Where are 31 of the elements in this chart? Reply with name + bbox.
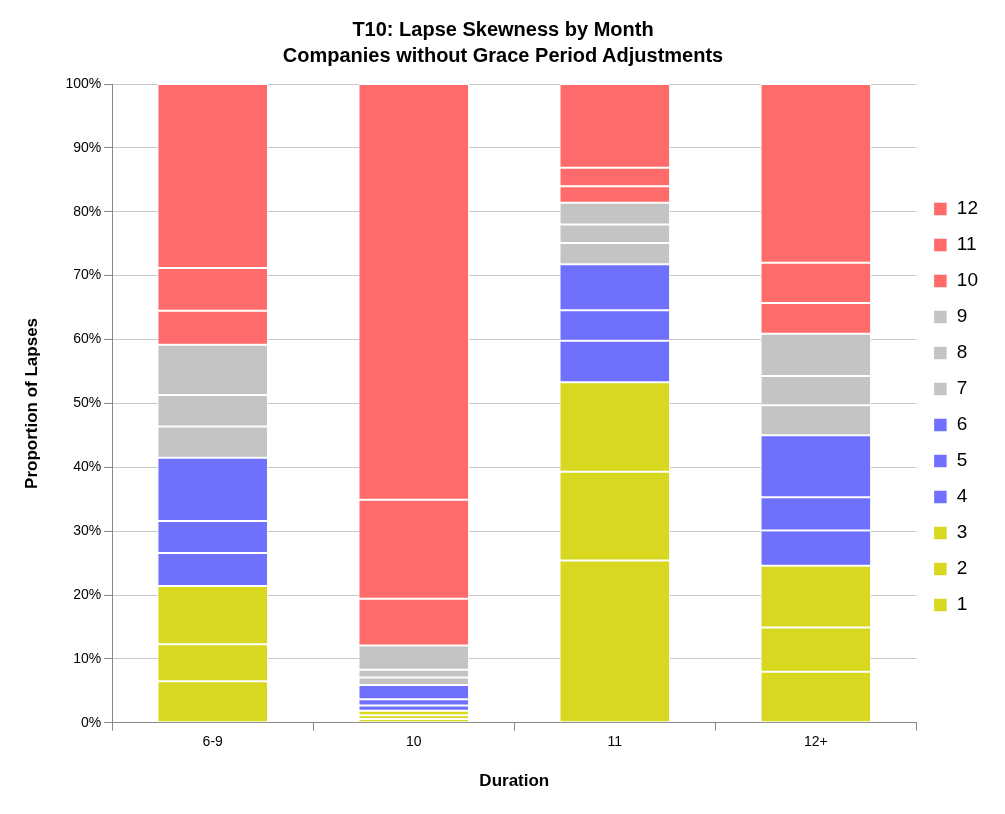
chart-title: T10: Lapse Skewness by Month [352,17,654,40]
x-tick-label: 11 [607,733,623,750]
legend-label: 8 [956,341,968,363]
y-tick-label: 90% [73,138,102,155]
legend-label: 2 [956,557,968,579]
legend-label: 6 [956,413,968,435]
y-tick-label: 40% [73,458,102,475]
legend-label: 10 [956,269,979,291]
y-tick-label: 50% [73,394,102,411]
y-tick-label: 70% [73,266,102,283]
y-axis-title: Proportion of Lapses [21,317,41,489]
y-tick-label: 60% [73,330,102,347]
legend-label: 4 [956,485,968,507]
chart-subtitle: Companies without Grace Period Adjustments [282,43,724,66]
y-tick-label: 20% [73,585,102,602]
x-tick-label: 10 [405,733,422,750]
x-tick-label: 6-9 [202,733,224,750]
legend-label: 7 [956,377,968,399]
x-tick-label: 12+ [803,733,828,750]
x-axis-title: Duration [479,771,550,791]
legend-label: 9 [956,305,968,327]
legend-label: 11 [956,233,977,255]
y-tick-label: 100% [65,74,102,91]
y-tick-label: 30% [73,522,102,539]
y-tick-label: 0% [80,713,102,730]
legend-label: 5 [956,449,968,471]
y-tick-label: 80% [73,202,102,219]
y-tick-label: 10% [73,649,102,666]
legend-label: 3 [956,521,968,543]
legend-label: 1 [956,593,968,615]
legend-label: 12 [956,197,979,219]
